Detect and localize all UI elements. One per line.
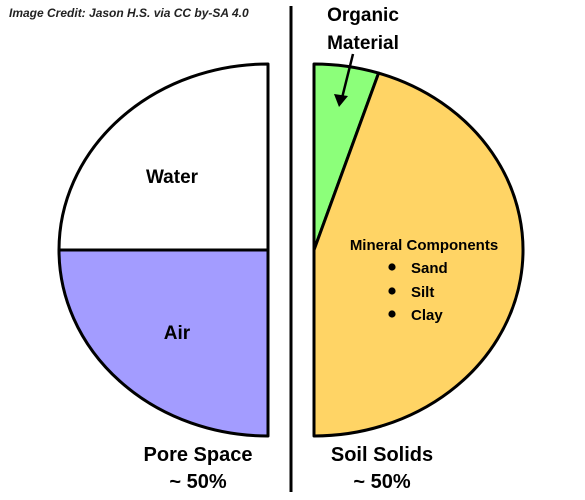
pie-slice-mineral-components bbox=[312, 71, 525, 438]
pore-space-half bbox=[57, 62, 270, 438]
mineral-item-silt: Silt bbox=[411, 284, 434, 301]
organic-pointer-arrowhead bbox=[334, 94, 348, 107]
pore-space-label: Pore Space bbox=[144, 444, 253, 466]
soil-solids-half bbox=[312, 62, 525, 438]
water-slice-label: Water bbox=[146, 167, 199, 188]
organic-label-line-2: Material bbox=[327, 33, 399, 54]
soil-solids-label: Soil Solids bbox=[331, 444, 433, 466]
mineral-bullet-silt bbox=[388, 287, 396, 295]
organic-label-line-1: Organic bbox=[327, 5, 399, 26]
organic-pointer-arrow bbox=[340, 53, 355, 99]
air-slice-label: Air bbox=[164, 323, 191, 344]
pie-slice-air bbox=[57, 62, 270, 252]
image-credit: Image Credit: Jason H.S. via CC by-SA 4.… bbox=[9, 6, 249, 20]
mineral-item-sand: Sand bbox=[411, 260, 448, 277]
mineral-item-clay: Clay bbox=[411, 307, 443, 324]
mineral-bullet-clay bbox=[388, 310, 396, 318]
soil-solids-percent: ~ 50% bbox=[353, 471, 410, 493]
mineral-components-label: Mineral Components bbox=[350, 237, 498, 254]
pie-slice-water bbox=[57, 248, 270, 438]
mineral-bullet-sand bbox=[388, 263, 396, 271]
pore-space-percent: ~ 50% bbox=[169, 471, 226, 493]
